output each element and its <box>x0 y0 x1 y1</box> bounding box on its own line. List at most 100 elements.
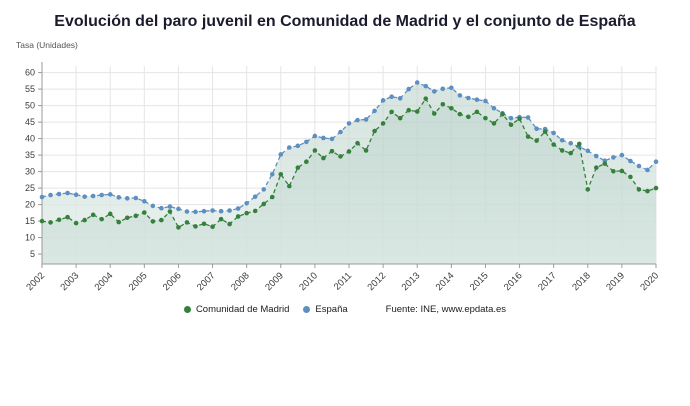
madrid-data-point <box>39 218 45 224</box>
espana-data-point <box>423 83 429 89</box>
series-espana <box>39 80 659 215</box>
espana-data-point <box>346 121 352 126</box>
madrid-data-point <box>73 220 79 226</box>
svg-text:55: 55 <box>25 84 35 94</box>
espana-data-point <box>133 195 139 201</box>
svg-text:2018: 2018 <box>570 270 593 293</box>
espana-data-point <box>389 94 394 99</box>
espana-data-point <box>636 163 642 169</box>
series-madrid <box>39 96 659 230</box>
legend: Comunidad de Madrid España Fuente: INE, … <box>0 304 690 315</box>
espana-data-point <box>252 194 258 199</box>
madrid-data-point <box>466 114 471 120</box>
espana-area <box>42 82 656 264</box>
madrid-data-point <box>312 148 318 153</box>
espana-data-point <box>355 117 360 123</box>
madrid-data-point <box>423 96 429 101</box>
svg-text:2016: 2016 <box>502 270 525 293</box>
madrid-data-point <box>176 225 181 230</box>
madrid-data-point <box>321 155 326 161</box>
svg-text:2003: 2003 <box>59 270 82 293</box>
espana-data-point <box>39 194 45 200</box>
madrid-data-point <box>210 224 215 230</box>
madrid-data-point <box>99 216 104 222</box>
y-tick-labels: 5 10 15 20 25 30 35 40 45 50 55 60 <box>25 68 35 260</box>
madrid-data-point <box>380 121 386 126</box>
svg-text:2007: 2007 <box>195 270 218 293</box>
espana-data-point <box>329 136 335 142</box>
madrid-data-point <box>611 168 616 174</box>
madrid-data-point <box>525 134 531 139</box>
chart-page: Evolución del paro juvenil en Comunidad … <box>0 10 690 315</box>
legend-item-madrid: Comunidad de Madrid <box>183 304 289 315</box>
madrid-data-point <box>508 122 514 128</box>
source-label: Fuente: INE, www.epdata.es <box>385 304 507 315</box>
espana-data-point <box>142 199 147 204</box>
svg-text:2009: 2009 <box>263 270 286 293</box>
espana-data-point <box>287 145 292 150</box>
madrid-data-point <box>449 105 454 111</box>
svg-text:2005: 2005 <box>127 270 150 293</box>
madrid-data-point <box>107 211 113 217</box>
espana-data-point <box>568 140 574 146</box>
espana-data-point <box>99 192 104 198</box>
svg-text:2011: 2011 <box>332 270 354 292</box>
espana-data-point <box>551 130 556 136</box>
espana-legend-label: España <box>315 304 348 315</box>
madrid-data-point <box>116 219 122 225</box>
espana-data-point <box>48 192 53 198</box>
madrid-data-point <box>619 168 625 174</box>
svg-text:2002: 2002 <box>24 270 47 293</box>
madrid-data-point <box>65 214 70 220</box>
espana-data-point <box>90 193 96 199</box>
espana-data-point <box>338 129 343 135</box>
svg-text:2014: 2014 <box>434 270 457 293</box>
madrid-data-point <box>474 109 480 115</box>
svg-text:2008: 2008 <box>229 270 252 293</box>
y-axis-unit-label: Tasa (Unidades) <box>16 40 78 50</box>
madrid-data-point <box>414 109 420 114</box>
madrid-data-point <box>48 220 53 225</box>
madrid-data-point <box>338 154 343 159</box>
espana-data-point <box>124 196 130 201</box>
espana-data-point <box>449 85 454 91</box>
madrid-data-point <box>295 165 301 170</box>
espana-data-point <box>534 126 539 131</box>
madrid-data-point <box>636 187 642 192</box>
madrid-data-point <box>252 208 258 214</box>
espana-data-point <box>466 95 471 101</box>
espana-data-point <box>483 98 488 104</box>
espana-data-point <box>645 167 650 173</box>
madrid-data-point <box>227 221 232 227</box>
svg-text:35: 35 <box>25 150 35 160</box>
madrid-data-point <box>355 140 360 146</box>
espana-data-point <box>440 86 446 92</box>
madrid-data-point <box>363 148 369 153</box>
madrid-data-point <box>551 142 556 147</box>
madrid-data-point <box>568 150 574 156</box>
espana-data-point <box>406 86 411 92</box>
madrid-data-point <box>372 128 377 134</box>
madrid-data-point <box>150 219 156 224</box>
madrid-data-point <box>261 201 267 207</box>
espana-data-point <box>321 135 326 141</box>
madrid-data-point <box>82 217 87 223</box>
svg-text:2017: 2017 <box>536 270 559 293</box>
espana-data-point <box>116 195 122 200</box>
madrid-legend-marker-icon <box>183 306 191 313</box>
espana-data-point <box>269 171 275 177</box>
madrid-data-point <box>278 171 284 177</box>
espana-data-point <box>167 204 173 209</box>
madrid-data-point <box>133 213 139 219</box>
espana-data-point <box>235 206 241 211</box>
madrid-data-point <box>576 141 582 147</box>
espana-data-point <box>585 148 591 154</box>
espana-data-point <box>457 93 463 98</box>
madrid-data-point <box>457 111 463 117</box>
espana-data-point <box>184 209 190 214</box>
madrid-data-point <box>201 221 207 227</box>
espana-data-point <box>201 208 207 214</box>
espana-data-point <box>525 115 531 120</box>
madrid-area <box>42 98 656 264</box>
madrid-data-point <box>517 116 522 122</box>
